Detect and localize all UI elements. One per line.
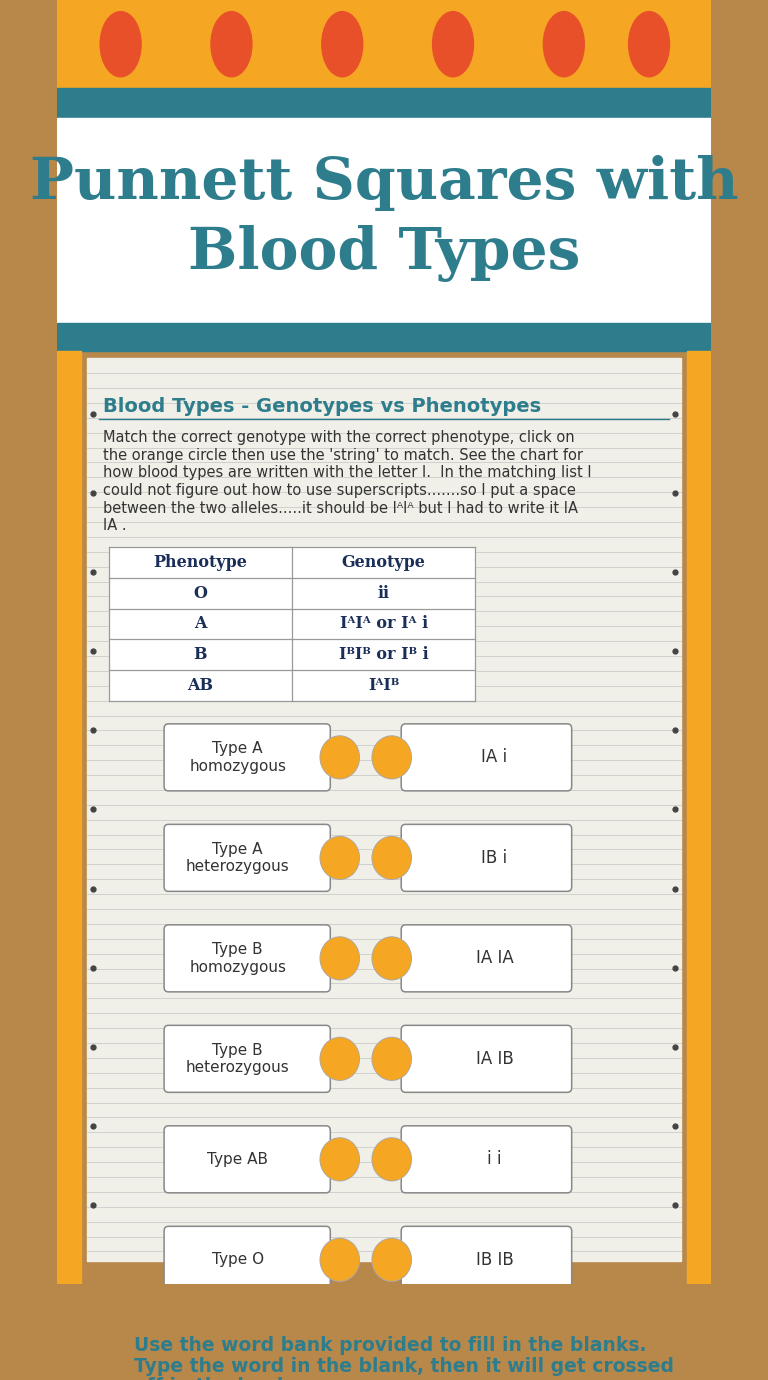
Ellipse shape	[544, 11, 584, 77]
Text: could not figure out how to use superscripts.......so I put a space: could not figure out how to use superscr…	[103, 483, 575, 498]
Text: the orange circle then use the 'string' to match. See the chart for: the orange circle then use the 'string' …	[103, 447, 583, 462]
FancyBboxPatch shape	[401, 1227, 571, 1293]
Circle shape	[320, 1138, 359, 1181]
Bar	[57, 88, 711, 119]
FancyBboxPatch shape	[401, 1126, 571, 1192]
Text: Type O: Type O	[212, 1252, 263, 1267]
Text: Blood Types: Blood Types	[188, 225, 580, 282]
Circle shape	[321, 1038, 359, 1079]
Ellipse shape	[629, 11, 670, 77]
Text: Type the word in the blank, then it will get crossed: Type the word in the blank, then it will…	[134, 1357, 674, 1376]
Text: IA IA: IA IA	[475, 949, 514, 967]
Text: Punnett Squares with: Punnett Squares with	[30, 156, 738, 211]
Bar	[57, 351, 81, 1283]
Circle shape	[373, 1038, 411, 1079]
Bar	[57, 323, 711, 351]
Circle shape	[321, 737, 359, 778]
Text: A: A	[194, 615, 207, 632]
FancyBboxPatch shape	[401, 824, 571, 891]
Circle shape	[372, 1038, 412, 1081]
Circle shape	[373, 737, 411, 778]
Text: IB i: IB i	[482, 849, 508, 867]
Text: off in the bank: off in the bank	[134, 1377, 290, 1380]
Text: IᴮIᴮ or Iᴮ i: IᴮIᴮ or Iᴮ i	[339, 646, 429, 662]
Circle shape	[372, 937, 412, 980]
FancyBboxPatch shape	[401, 1025, 571, 1093]
Circle shape	[372, 836, 412, 879]
Text: O: O	[194, 585, 207, 602]
Text: IB IB: IB IB	[475, 1250, 514, 1268]
Text: IA IB: IA IB	[475, 1050, 514, 1068]
Circle shape	[320, 736, 359, 778]
Text: B: B	[194, 646, 207, 662]
Circle shape	[321, 938, 359, 978]
Text: Type AB: Type AB	[207, 1152, 268, 1167]
Text: AB: AB	[187, 676, 214, 694]
Circle shape	[321, 1239, 359, 1281]
FancyBboxPatch shape	[164, 1227, 330, 1293]
Text: i i: i i	[487, 1151, 502, 1169]
Text: Type A
homozygous: Type A homozygous	[189, 741, 286, 774]
Text: Type B
homozygous: Type B homozygous	[189, 943, 286, 974]
Ellipse shape	[100, 11, 141, 77]
Bar	[687, 351, 711, 1283]
Circle shape	[320, 836, 359, 879]
Text: ii: ii	[378, 585, 389, 602]
Circle shape	[373, 938, 411, 978]
Circle shape	[372, 1238, 412, 1281]
Circle shape	[373, 1239, 411, 1281]
FancyBboxPatch shape	[164, 1126, 330, 1192]
Text: Blood Types - Genotypes vs Phenotypes: Blood Types - Genotypes vs Phenotypes	[103, 397, 541, 417]
Text: how blood types are written with the letter I.  In the matching list I: how blood types are written with the let…	[103, 465, 591, 480]
Bar	[57, 0, 711, 88]
Text: Match the correct genotype with the correct phenotype, click on: Match the correct genotype with the corr…	[103, 429, 574, 444]
Text: IᴬIᴮ: IᴬIᴮ	[368, 676, 399, 694]
Circle shape	[321, 1138, 359, 1180]
Text: between the two alleles.....it should be IᴬIᴬ but I had to write it IA: between the two alleles.....it should be…	[103, 501, 578, 516]
Circle shape	[320, 1238, 359, 1281]
Text: Use the word bank provided to fill in the blanks.: Use the word bank provided to fill in th…	[134, 1336, 647, 1355]
Circle shape	[372, 736, 412, 778]
Circle shape	[320, 1038, 359, 1081]
Text: Type A
heterozygous: Type A heterozygous	[186, 842, 290, 874]
Ellipse shape	[211, 11, 252, 77]
Bar	[109, 546, 475, 701]
Text: IA .: IA .	[103, 519, 127, 533]
FancyBboxPatch shape	[401, 925, 571, 992]
Circle shape	[321, 838, 359, 878]
FancyBboxPatch shape	[164, 1025, 330, 1093]
FancyBboxPatch shape	[164, 925, 330, 992]
Circle shape	[372, 1138, 412, 1181]
Ellipse shape	[322, 11, 362, 77]
Bar	[57, 119, 711, 323]
Circle shape	[373, 838, 411, 878]
Text: Phenotype: Phenotype	[154, 553, 247, 571]
Text: IA i: IA i	[482, 748, 508, 766]
FancyBboxPatch shape	[164, 824, 330, 891]
Text: IᴬIᴬ or Iᴬ i: IᴬIᴬ or Iᴬ i	[339, 615, 428, 632]
FancyBboxPatch shape	[164, 724, 330, 791]
Bar	[88, 359, 680, 1261]
Ellipse shape	[432, 11, 474, 77]
FancyBboxPatch shape	[401, 724, 571, 791]
Text: Type B
heterozygous: Type B heterozygous	[186, 1043, 290, 1075]
Text: Genotype: Genotype	[342, 553, 425, 571]
Circle shape	[373, 1138, 411, 1180]
Circle shape	[320, 937, 359, 980]
